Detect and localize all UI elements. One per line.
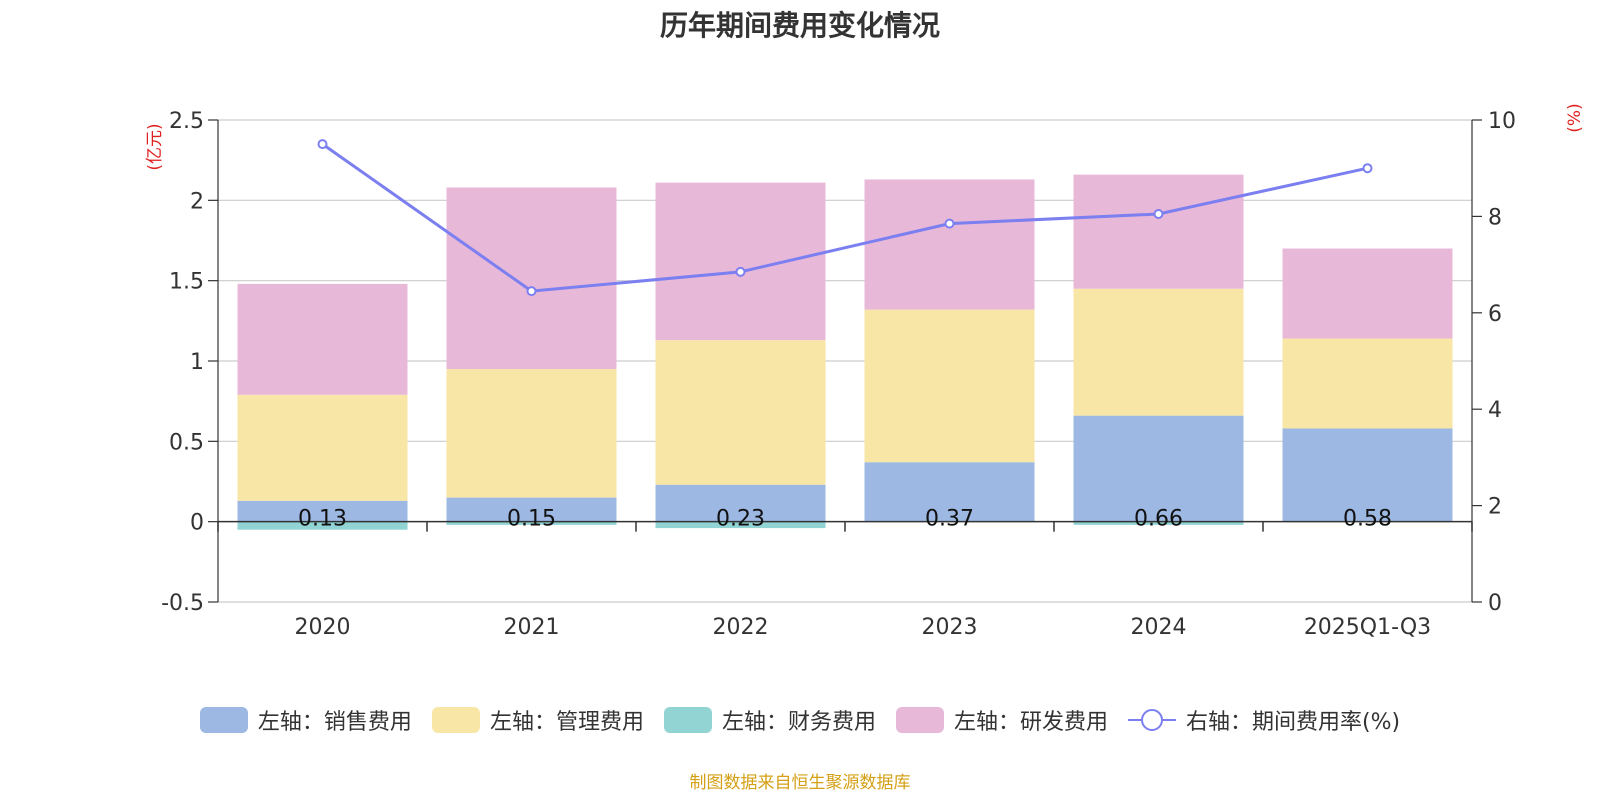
right-axis-tick-label: 8 [1488,205,1502,230]
bar-segment-2 [446,369,617,498]
legend-swatch-sales [199,707,248,733]
left-axis-tick-label: 1.5 [169,270,204,295]
sales-data-label: 0.66 [1134,507,1183,532]
legend-item-admin[interactable]: 左轴：管理费用 [431,704,644,736]
bar-segment-1 [237,500,408,522]
bar-segment-3 [237,521,408,530]
axes: -0.5 0 0.5 1 1.5 2 2.5 0 2 4 6 8 10 (亿元) (%) 2020 2021 20… [145,103,1585,640]
bar-segment-4 [864,179,1035,310]
left-axis-unit: (亿元) [145,123,165,170]
rate-point [526,286,537,297]
bar-segment-2 [1073,288,1244,416]
sales-data-label: 0.58 [1343,507,1392,532]
category-label: 2025Q1-Q3 [1304,615,1431,640]
rate-point [317,139,328,150]
sales-data-label: 0.15 [507,507,556,532]
bar-segment-2 [237,394,408,501]
bar-segment-4 [446,187,617,370]
legend-item-finance[interactable]: 左轴：财务费用 [663,704,876,736]
category-label: 2021 [504,615,560,640]
bar-segment-2 [655,340,826,485]
gridlines [218,119,1472,603]
legend-item-sales[interactable]: 左轴：销售费用 [199,704,412,736]
rate-point [1362,163,1373,174]
legend-label-finance: 左轴：财务费用 [721,710,876,735]
left-axis-tick-label: 1 [190,350,204,375]
rate-line [321,142,1368,293]
right-axis-tick-label: 6 [1488,302,1502,327]
sales-data-label: 0.13 [298,507,347,532]
legend-item-rate[interactable]: 右轴：期间费用率(%) [1127,704,1401,736]
bar-segment-3 [1073,521,1244,525]
right-axis-tick-label: 2 [1488,495,1502,520]
legend-swatch-rnd [895,707,944,733]
sales-data-label: 0.37 [925,507,974,532]
bar-segment-1 [446,497,617,522]
legend-item-rnd[interactable]: 左轴：研发费用 [895,704,1108,736]
left-axis-tick-label: 0.5 [169,430,204,455]
left-axis-tick-label: 2 [190,189,204,214]
bar-segment-4 [655,182,826,341]
data-labels: 0.13 0.15 0.23 0.37 0.66 0.58 [298,507,1392,532]
bar-segment-3 [655,521,826,529]
bar-series [237,174,1453,530]
legend-label-rate: 右轴：期间费用率(%) [1185,710,1401,735]
category-label: 2023 [922,615,978,640]
right-axis-tick-label: 4 [1488,398,1502,423]
legend: 左轴：销售费用 左轴：管理费用 左轴：财务费用 左轴：研发费用 右轴：期间费用率… [0,700,1600,740]
bar-segment-2 [864,309,1035,463]
rate-point [735,266,746,277]
legend-line-icon [1127,709,1176,731]
left-axis-tick-label: -0.5 [161,591,204,616]
right-axis-unit: (%) [1565,103,1585,132]
right-axis-tick-label: 10 [1488,109,1516,134]
legend-swatch-admin [431,707,480,733]
rate-point [944,218,955,229]
category-label: 2024 [1131,615,1187,640]
bar-segment-1 [1282,428,1453,522]
bar-segment-4 [1282,248,1453,339]
bar-segment-1 [1073,415,1244,522]
legend-label-admin: 左轴：管理费用 [489,710,644,735]
chart-title: 历年期间费用变化情况 [659,9,940,42]
bar-segment-4 [237,283,408,395]
bar-segment-4 [1073,174,1244,289]
left-axis-tick-label: 2.5 [169,109,204,134]
legend-swatch-finance [663,707,712,733]
category-label: 2022 [713,615,769,640]
bar-segment-2 [1282,338,1453,429]
rate-point [1153,208,1164,219]
left-axis-tick-label: 0 [190,511,204,536]
rate-line-series [317,139,1373,297]
sales-data-label: 0.23 [716,507,765,532]
source-note: 制图数据来自恒生聚源数据库 [689,773,911,793]
legend-label-rnd: 左轴：研发费用 [953,710,1108,735]
legend-label-sales: 左轴：销售费用 [257,710,412,735]
bar-segment-1 [864,462,1035,522]
bar-segment-3 [446,521,617,525]
category-label: 2020 [295,615,351,640]
bar-segment-1 [655,484,826,522]
right-axis-tick-label: 0 [1488,591,1502,616]
